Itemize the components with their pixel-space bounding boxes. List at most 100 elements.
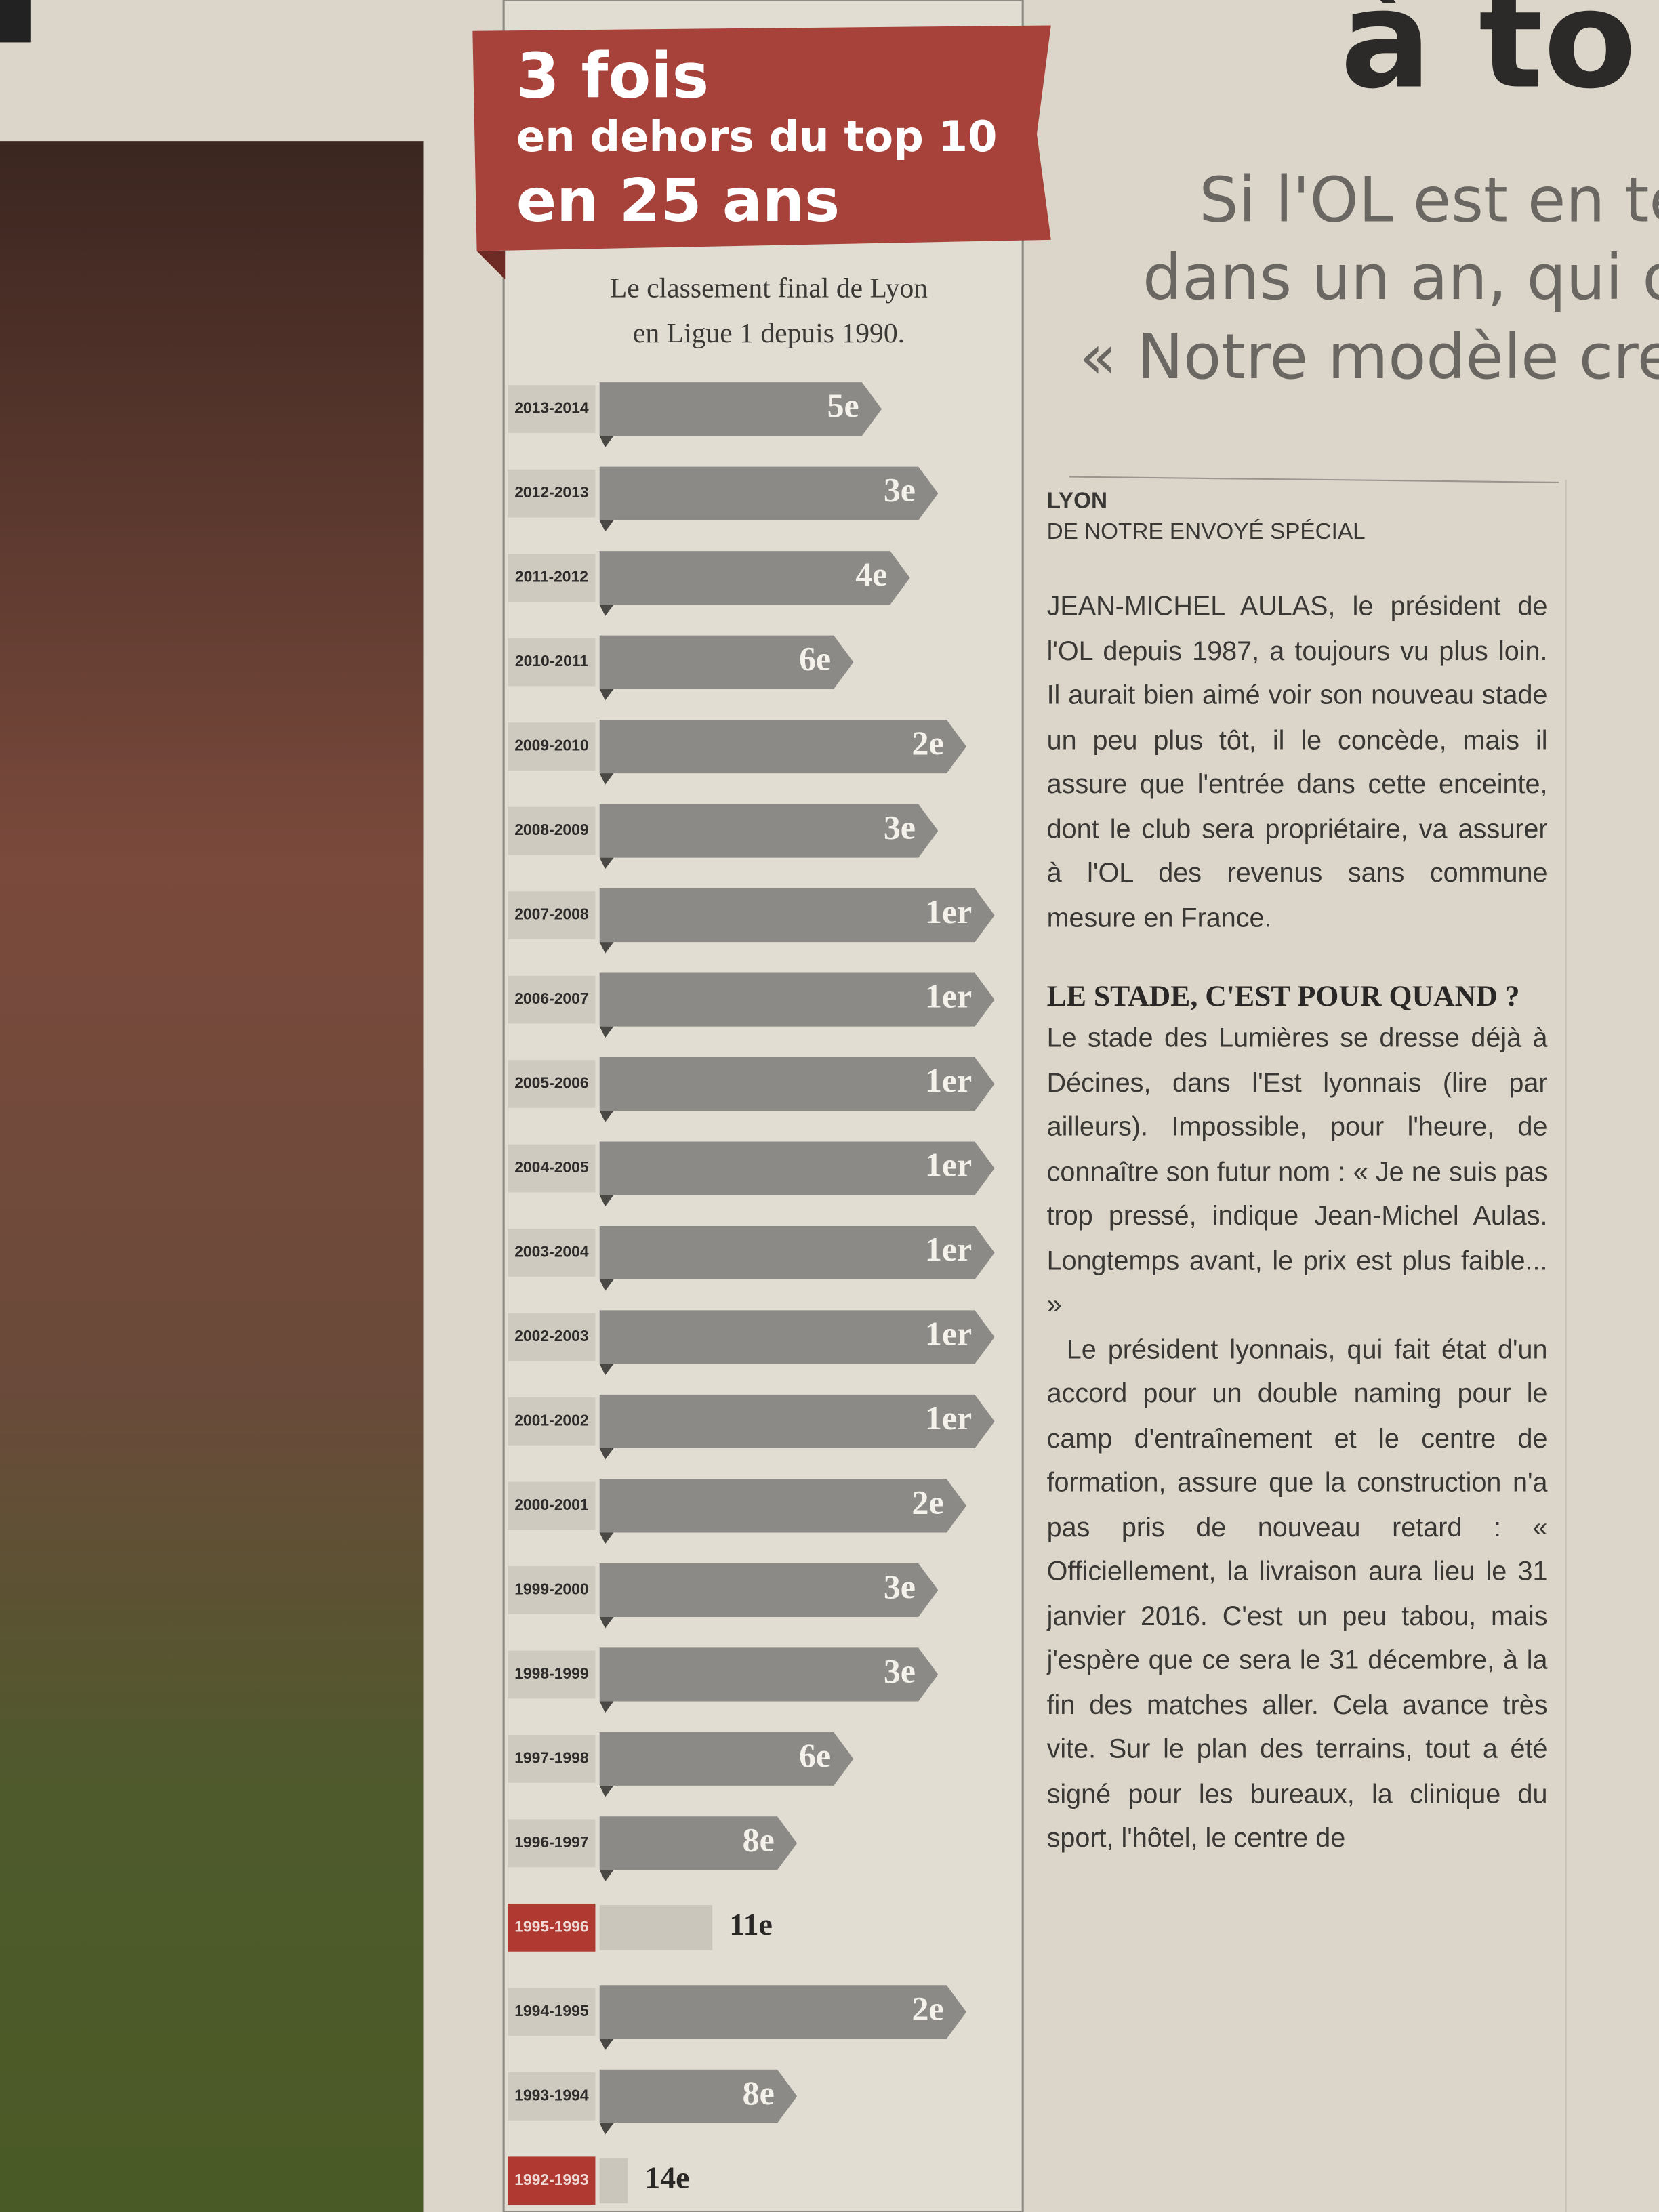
category-label: 2012-2013 xyxy=(514,483,588,501)
bar xyxy=(599,1905,713,1950)
value-label: 5e xyxy=(827,386,859,424)
value-label: 11e xyxy=(729,1907,773,1942)
bar-fold xyxy=(599,1532,614,1544)
bar xyxy=(599,888,995,943)
category-label: 1999-2000 xyxy=(514,1580,588,1597)
category-label: 2001-2002 xyxy=(514,1411,588,1429)
category-label: 1996-1997 xyxy=(514,1833,588,1851)
value-label: 1er xyxy=(925,1399,972,1437)
value-label: 1er xyxy=(925,1145,972,1183)
category-label-bg xyxy=(508,891,596,939)
bar-fold xyxy=(599,1111,614,1122)
bar-fold xyxy=(599,2039,614,2051)
category-label-bg xyxy=(508,385,596,434)
bar-fold xyxy=(599,689,614,701)
category-label: 1998-1999 xyxy=(514,1664,588,1682)
bar xyxy=(599,1647,939,1702)
value-label: 8e xyxy=(743,2074,775,2112)
category-label-bg xyxy=(508,1229,596,1277)
value-label: 3e xyxy=(884,808,916,846)
bar xyxy=(599,2069,798,2123)
category-label: 2005-2006 xyxy=(514,1074,588,1092)
ranking-chart: 2013-2014 5e 2012-2013 3e 2011-2012 4e 2010-20… xyxy=(508,382,995,2205)
bar-fold xyxy=(599,1026,614,1038)
bar xyxy=(599,551,910,605)
category-label: 1997-1998 xyxy=(514,1748,589,1766)
banner-line: en dehors du top 10 xyxy=(516,112,998,161)
category-label-bg xyxy=(508,2156,596,2205)
category-label-bg xyxy=(508,1566,596,1614)
bar-fold xyxy=(599,1364,614,1376)
chart-subtitle: en Ligue 1 depuis 1990. xyxy=(633,318,905,349)
category-label: 2007-2008 xyxy=(514,905,589,923)
bar xyxy=(599,635,854,689)
value-label: 1er xyxy=(925,1314,972,1352)
category-label: 2009-2010 xyxy=(514,737,588,754)
deck-line: « Notre modèle creus xyxy=(1079,321,1659,393)
bar-fold xyxy=(599,942,614,954)
deck-line: Si l'OL est en tête xyxy=(1199,164,1659,237)
bar-fold xyxy=(599,857,614,869)
bar-fold xyxy=(599,1701,614,1713)
bar-fold xyxy=(599,1785,614,1797)
value-label: 2e xyxy=(912,1483,943,1521)
category-label-bg xyxy=(508,1060,596,1108)
bar xyxy=(599,466,939,520)
banner-fold xyxy=(476,251,506,280)
dateline: LYON xyxy=(1046,489,1108,514)
category-label: 2013-2014 xyxy=(514,399,589,417)
category-label-bg xyxy=(508,722,596,771)
value-label: 1er xyxy=(925,977,972,1015)
bar xyxy=(599,1057,995,1111)
bar xyxy=(599,1479,966,1533)
category-label-bg xyxy=(508,1144,596,1193)
bar-fold xyxy=(599,1279,614,1291)
bar xyxy=(599,1394,995,1449)
banner xyxy=(472,25,1051,251)
bar xyxy=(599,720,966,774)
category-label-bg xyxy=(508,469,596,518)
bar xyxy=(599,972,995,1027)
bar-fold xyxy=(599,1195,614,1207)
category-label: 1995-1996 xyxy=(514,1917,588,1935)
bar-fold xyxy=(599,520,614,532)
value-label: 1er xyxy=(925,893,972,930)
bar xyxy=(599,1141,995,1195)
subheading: LE STADE, C'EST POUR QUAND ? xyxy=(1046,979,1520,1013)
category-label: 1993-1994 xyxy=(514,2086,589,2104)
article-body: LYON DE NOTRE ENVOYÉ SPÉCIAL JEAN-MICHEL… xyxy=(1046,489,1548,1853)
bar-fold xyxy=(599,1870,614,1882)
banner-line: en 25 ans xyxy=(516,166,840,235)
bar xyxy=(599,804,939,858)
category-label-bg xyxy=(508,554,596,602)
category-label-bg xyxy=(508,1819,596,1868)
category-label: 2011-2012 xyxy=(515,568,588,586)
category-label-bg xyxy=(508,806,596,855)
bar xyxy=(599,1563,939,1617)
paragraph: Le stade des Lumières se dresse déjà à D… xyxy=(1046,1024,1548,1321)
category-label-bg xyxy=(508,1650,596,1699)
category-label-bg xyxy=(508,638,596,687)
bar-fold xyxy=(599,436,614,447)
value-label: 1er xyxy=(925,1061,972,1099)
paragraph: JEAN-MICHEL AULAS, le président de l'OL … xyxy=(1046,592,1548,933)
category-label-bg xyxy=(508,1397,596,1446)
category-label-bg xyxy=(508,1734,596,1783)
category-label: 2000-2001 xyxy=(514,1496,589,1513)
banner-line: 3 fois xyxy=(516,40,709,112)
bar xyxy=(599,1310,995,1364)
category-label-bg xyxy=(508,1481,596,1530)
category-label: 1994-1995 xyxy=(514,2002,589,2020)
value-label: 4e xyxy=(855,555,887,593)
value-label: 3e xyxy=(884,1652,916,1689)
bar xyxy=(599,1225,995,1280)
bar xyxy=(599,1816,798,1870)
deck-line: dans un an, qui dev xyxy=(1143,241,1659,314)
category-label: 2002-2003 xyxy=(514,1327,588,1345)
chart-subtitle: Le classement final de Lyon xyxy=(610,272,928,304)
category-label: 2008-2009 xyxy=(514,821,588,838)
bar-fold xyxy=(599,1616,614,1629)
photo-area xyxy=(0,141,424,2212)
value-label: 6e xyxy=(799,1736,831,1774)
bar-fold xyxy=(599,605,614,616)
